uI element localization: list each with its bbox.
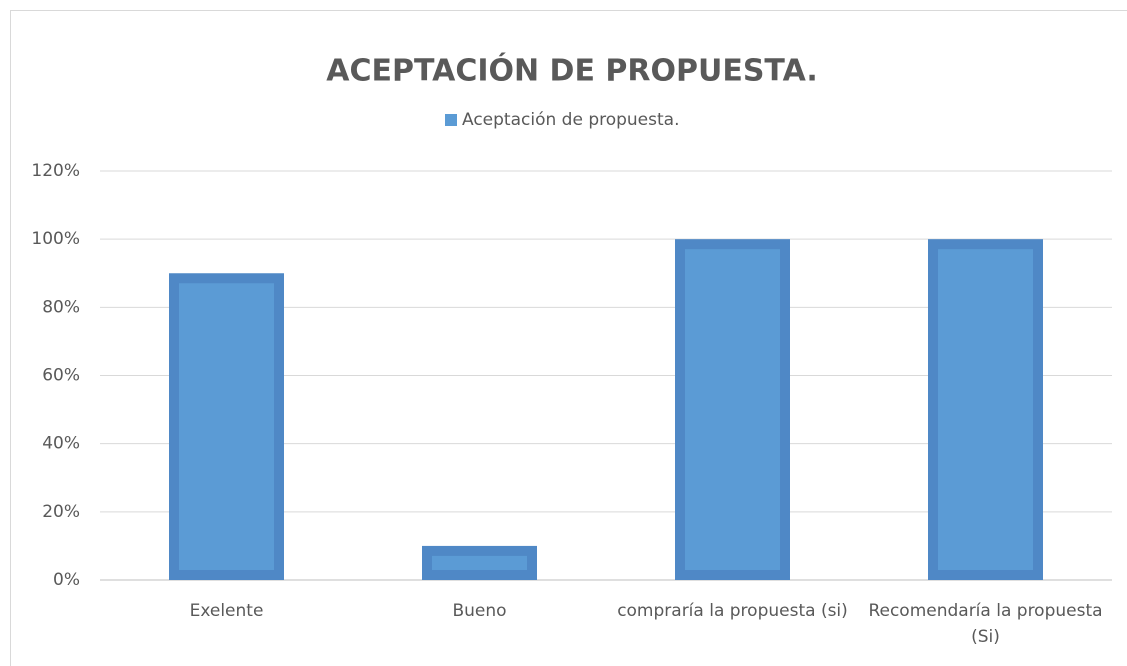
- y-tick-label: 100%: [31, 229, 80, 249]
- x-tick-label: Exelente: [189, 601, 264, 621]
- x-tick-label: Bueno: [452, 601, 507, 621]
- bar: [422, 545, 537, 581]
- y-tick-label: 0%: [53, 570, 80, 590]
- bar: [928, 239, 1043, 581]
- legend-swatch: [445, 114, 457, 126]
- y-tick-label: 80%: [42, 297, 80, 317]
- y-tick-label: 60%: [42, 366, 80, 386]
- bar: [169, 273, 284, 580]
- x-tick-label: compraría la propuesta (si): [617, 601, 848, 621]
- bar: [675, 239, 790, 581]
- x-tick-label: Recomendaría la propuesta (Si): [868, 601, 1103, 647]
- y-tick-label: 40%: [42, 434, 80, 454]
- chart-title: ACEPTACIÓN DE PROPUESTA.: [326, 52, 817, 89]
- y-tick-label: 120%: [31, 161, 80, 181]
- legend-label: Aceptación de propuesta.: [462, 110, 680, 130]
- y-tick-label: 20%: [42, 502, 80, 522]
